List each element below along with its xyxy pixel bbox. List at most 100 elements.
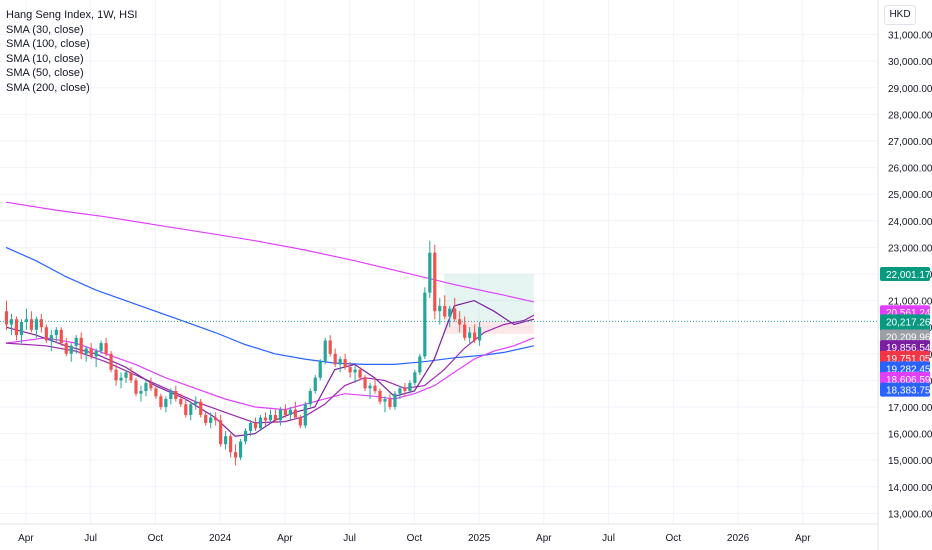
chart-title[interactable]: Hang Seng Index, 1W, HSI xyxy=(6,9,138,21)
candle-body[interactable] xyxy=(473,332,477,341)
candle-body[interactable] xyxy=(393,393,397,407)
candle-body[interactable] xyxy=(453,308,457,320)
candle-body[interactable] xyxy=(368,385,372,389)
candle-body[interactable] xyxy=(9,319,14,325)
candle-body[interactable] xyxy=(134,380,138,394)
sma-line-0[interactable] xyxy=(5,201,535,303)
candle-body[interactable] xyxy=(333,353,337,365)
candle-body[interactable] xyxy=(388,398,392,407)
candle-body[interactable] xyxy=(74,337,78,346)
candle-body[interactable] xyxy=(59,329,63,344)
candle-body[interactable] xyxy=(293,409,297,418)
candle-body[interactable] xyxy=(358,369,362,378)
candle-body[interactable] xyxy=(463,324,467,338)
candle-body[interactable] xyxy=(238,441,243,458)
candle-body[interactable] xyxy=(184,404,188,415)
candle-body[interactable] xyxy=(119,377,123,381)
candle-body[interactable] xyxy=(189,404,193,415)
candle-body[interactable] xyxy=(29,319,33,330)
price-tag[interactable] xyxy=(880,361,930,376)
candle-body[interactable] xyxy=(448,308,452,317)
candle-body[interactable] xyxy=(443,305,447,317)
candle-body[interactable] xyxy=(154,388,158,397)
candle-body[interactable] xyxy=(288,409,292,415)
candle-body[interactable] xyxy=(229,436,233,453)
candle-body[interactable] xyxy=(328,340,332,354)
candle-body[interactable] xyxy=(34,319,38,330)
price-tag[interactable] xyxy=(880,329,930,344)
candle-body[interactable] xyxy=(54,329,58,336)
candle-body[interactable] xyxy=(149,383,153,389)
candle-body[interactable] xyxy=(89,348,93,357)
candle-body[interactable] xyxy=(84,348,88,354)
candle-body[interactable] xyxy=(14,319,19,336)
candle-body[interactable] xyxy=(179,398,183,405)
candle-body[interactable] xyxy=(258,417,263,429)
candle-body[interactable] xyxy=(323,340,327,362)
candle-body[interactable] xyxy=(49,335,53,341)
candle-body[interactable] xyxy=(243,430,248,442)
candle-body[interactable] xyxy=(423,292,427,357)
candle-body[interactable] xyxy=(278,409,282,421)
candle-body[interactable] xyxy=(144,383,148,392)
legend-sma-30[interactable]: SMA (30, close) xyxy=(6,23,84,36)
long-position-profit-zone[interactable] xyxy=(444,273,534,322)
candle-body[interactable] xyxy=(194,401,198,405)
price-tag[interactable] xyxy=(880,382,930,397)
candle-body[interactable] xyxy=(159,396,163,407)
candle-body[interactable] xyxy=(79,337,83,354)
candle-body[interactable] xyxy=(24,319,29,322)
candle-body[interactable] xyxy=(338,359,342,365)
price-tag[interactable] xyxy=(880,340,930,355)
candle-body[interactable] xyxy=(219,420,223,445)
candle-body[interactable] xyxy=(413,372,417,384)
candle-body[interactable] xyxy=(19,321,24,336)
candle-body[interactable] xyxy=(253,422,258,429)
candle-body[interactable] xyxy=(318,361,322,378)
candle-body[interactable] xyxy=(109,353,113,370)
candle-body[interactable] xyxy=(398,388,402,394)
candle-body[interactable] xyxy=(313,377,317,392)
candle-body[interactable] xyxy=(4,311,9,325)
candle-body[interactable] xyxy=(169,391,173,399)
candle-body[interactable] xyxy=(353,369,357,373)
candle-body[interactable] xyxy=(39,319,43,328)
candle-body[interactable] xyxy=(348,367,352,373)
legend-sma-50[interactable]: SMA (50, close) xyxy=(6,67,84,79)
candle-body[interactable] xyxy=(224,436,228,445)
candle-body[interactable] xyxy=(69,345,73,354)
price-tag[interactable] xyxy=(880,350,930,365)
candle-body[interactable] xyxy=(214,417,218,421)
candle-body[interactable] xyxy=(363,377,367,389)
candle-body[interactable] xyxy=(298,417,302,426)
legend-sma-10[interactable]: SMA (10, close) xyxy=(6,52,84,65)
candle-body[interactable] xyxy=(468,332,472,338)
long-position-stop-zone[interactable] xyxy=(444,321,534,334)
candle-body[interactable] xyxy=(99,343,103,352)
candle-body[interactable] xyxy=(303,404,307,426)
candle-body[interactable] xyxy=(209,417,213,423)
candle-body[interactable] xyxy=(268,414,273,421)
candle-body[interactable] xyxy=(104,343,108,354)
candle-body[interactable] xyxy=(94,351,98,357)
price-tag[interactable] xyxy=(880,372,930,387)
candle-body[interactable] xyxy=(343,359,347,368)
candle-body[interactable] xyxy=(233,452,238,458)
candle-body[interactable] xyxy=(199,401,203,415)
candle-body[interactable] xyxy=(164,398,168,407)
candle-body[interactable] xyxy=(204,414,208,423)
legend-sma-200[interactable]: SMA (200, close) xyxy=(6,81,90,94)
candle-body[interactable] xyxy=(64,343,68,354)
candle-body[interactable] xyxy=(114,369,118,381)
candle-body[interactable] xyxy=(174,391,178,399)
candle-body[interactable] xyxy=(438,305,442,312)
candle-body[interactable] xyxy=(378,391,382,402)
price-tag[interactable] xyxy=(880,266,930,281)
candle-body[interactable] xyxy=(139,391,143,394)
candle-body[interactable] xyxy=(283,409,287,415)
candle-body[interactable] xyxy=(478,327,482,341)
candle-body[interactable] xyxy=(273,414,278,421)
legend-sma-100[interactable]: SMA (100, close) xyxy=(6,38,90,50)
candle-body[interactable] xyxy=(373,385,377,392)
